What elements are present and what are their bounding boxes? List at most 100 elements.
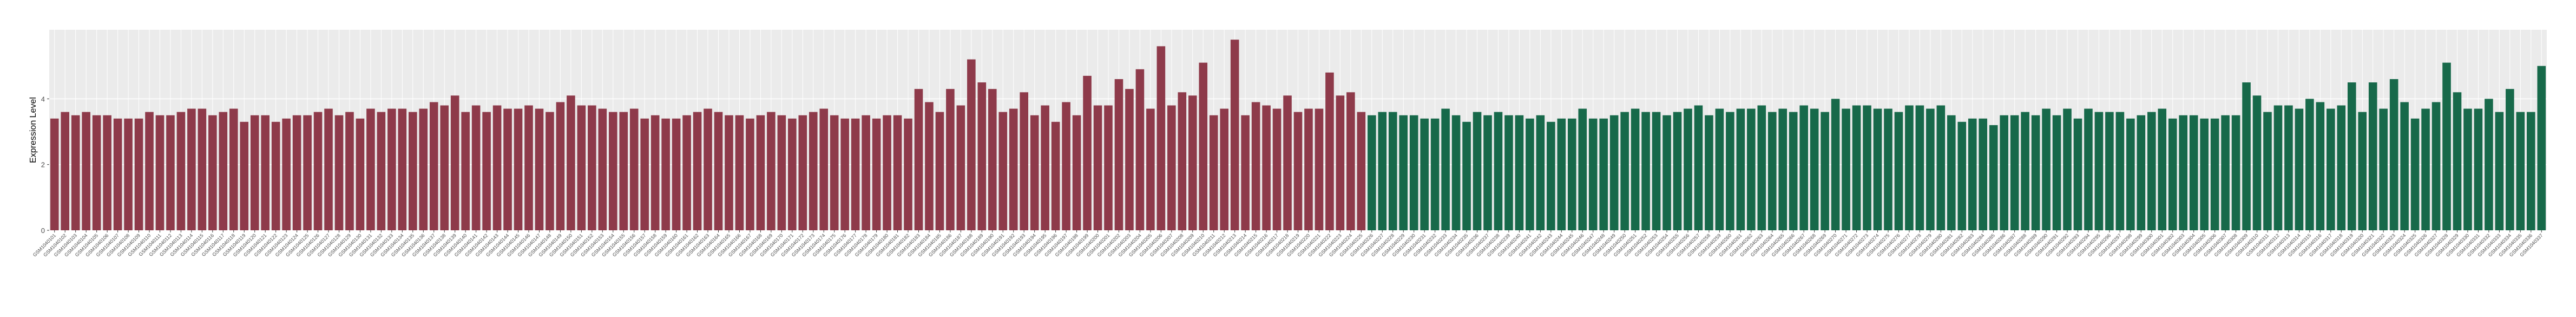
bar (1842, 108, 1850, 230)
bar (1905, 105, 1914, 230)
bar (1747, 108, 1756, 230)
bar (777, 115, 786, 230)
bar (1705, 115, 1713, 230)
bar (1810, 108, 1819, 230)
bar (514, 108, 523, 230)
bar (567, 95, 575, 230)
bar (145, 112, 154, 230)
bar (650, 115, 660, 230)
bar (1609, 115, 1619, 230)
bar (208, 115, 217, 230)
bar (714, 112, 723, 230)
bar (1863, 105, 1871, 230)
bar (1915, 105, 1924, 230)
bar (1641, 112, 1650, 230)
bar (746, 118, 754, 230)
bar (851, 118, 860, 230)
bar (2453, 92, 2462, 230)
bar (187, 108, 196, 230)
bar (1441, 108, 1450, 230)
bar (1599, 118, 1608, 230)
bar (2137, 115, 2146, 230)
bar (2537, 66, 2546, 230)
bar (2073, 118, 2082, 230)
bar (988, 89, 997, 230)
bar (2337, 105, 2346, 230)
bar (1230, 40, 1239, 231)
bar (2389, 79, 2398, 230)
bar (2527, 112, 2535, 230)
bar (482, 112, 491, 230)
bar (1209, 115, 1218, 230)
bar (1620, 112, 1629, 230)
bar (1926, 108, 1935, 230)
bar (492, 105, 502, 230)
bar (1041, 105, 1049, 230)
bar (1567, 118, 1576, 230)
bar (1272, 108, 1282, 230)
bar (1093, 105, 1102, 230)
bar (1283, 95, 1292, 230)
bar (2252, 95, 2262, 230)
bar (2063, 108, 2072, 230)
bar (1336, 95, 1345, 230)
bar (556, 102, 565, 230)
bar (1199, 62, 1208, 231)
bar (1062, 102, 1070, 230)
bar (1388, 112, 1397, 230)
bar (2031, 115, 2040, 230)
bar (366, 108, 375, 230)
bar (61, 112, 69, 230)
bar (1588, 118, 1598, 230)
bar (1515, 115, 1524, 230)
bar (1315, 108, 1324, 230)
bar (935, 112, 944, 230)
bar (2094, 112, 2104, 230)
bar (2432, 102, 2441, 230)
bar (1125, 89, 1134, 230)
bar (409, 112, 417, 230)
bar (1072, 115, 1081, 230)
bar (176, 112, 186, 230)
bar (1357, 112, 1366, 230)
bar (124, 118, 133, 230)
bar (1083, 75, 1092, 230)
bar (1368, 115, 1376, 230)
y-axis-title: Expression Level (29, 97, 38, 163)
bar (2327, 108, 2335, 230)
bar (2179, 115, 2187, 230)
bar (155, 115, 165, 230)
bar (798, 115, 807, 230)
bar (767, 112, 776, 230)
bar (461, 112, 470, 230)
bar (1178, 92, 1187, 230)
bar (735, 115, 744, 230)
bar (2506, 89, 2514, 230)
bar (71, 115, 80, 230)
bar (598, 108, 607, 230)
bar (282, 118, 291, 230)
bar (2495, 112, 2504, 230)
bar (2158, 108, 2167, 230)
bar (2115, 112, 2125, 230)
bar (1104, 105, 1113, 230)
bar (661, 118, 670, 230)
bar (1536, 115, 1545, 230)
bar (1715, 108, 1724, 230)
bar (1251, 102, 1260, 230)
bar (2410, 118, 2420, 230)
bar (809, 112, 818, 230)
bar (967, 59, 976, 231)
bar (2463, 108, 2472, 230)
bar (1957, 121, 1967, 230)
bar (1420, 118, 1429, 230)
bar (1578, 108, 1587, 230)
bar (2042, 108, 2051, 230)
bar (1831, 99, 1840, 230)
bar (419, 108, 428, 230)
bar (588, 105, 596, 230)
bar (1504, 115, 1513, 230)
bar (2273, 105, 2283, 230)
bar (2084, 108, 2093, 230)
